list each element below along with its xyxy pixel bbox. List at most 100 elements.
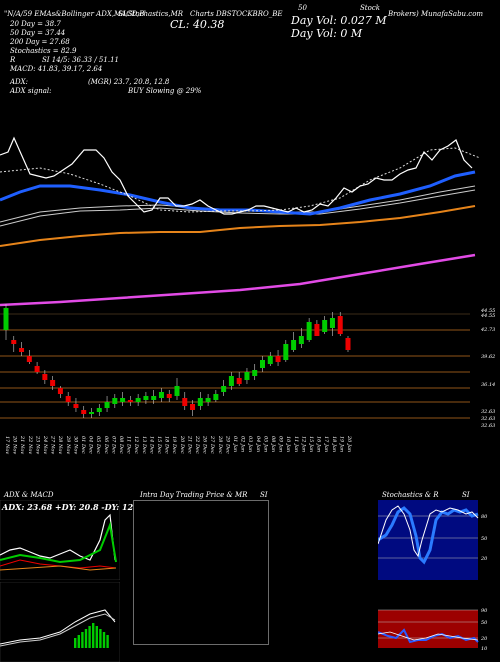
date-label: 08 Jan [270, 436, 276, 452]
candle-body [267, 356, 273, 364]
day-volume-2: Day Vol: 0 M [291, 27, 362, 40]
candle-body [127, 400, 133, 402]
candle-body [89, 412, 94, 414]
macd-label: MACD: 41.83, 39.17, 2.64 [10, 65, 103, 73]
date-label: 09 Jan [278, 436, 284, 452]
date-label: 23 Nov [34, 435, 40, 454]
stoch-tick: 80 [481, 514, 488, 520]
macd-bar [106, 635, 109, 648]
date-label: 11 Dec [126, 436, 132, 454]
date-axis: 17 Nov 20 Nov 21 Nov 22 Nov 23 Nov 24 Nov 27 N… [4, 435, 352, 454]
ema-white-dotted-line [0, 147, 481, 213]
date-label: 20 Jan [346, 435, 352, 452]
date-label: 28 Nov [57, 435, 63, 454]
candle-body [104, 402, 110, 408]
si-panel: 90 50 20 10 [378, 582, 488, 662]
price-tick: 42.73 [480, 327, 495, 333]
close-value: 40.38 [192, 18, 225, 31]
candle-body [11, 340, 17, 344]
macd-bar [95, 626, 98, 648]
ema50-label: 50 Day = 37.44 [10, 29, 66, 37]
stoch-tick: 20 [480, 556, 488, 562]
macd-bar [74, 638, 77, 648]
candle-body [174, 386, 180, 396]
candle-body [26, 356, 32, 362]
candle-body [329, 318, 335, 328]
date-label: 12 Dec [133, 436, 139, 454]
day-vol2-value: 0 [340, 27, 348, 40]
date-label: 27 Nov [50, 435, 56, 454]
si-tick: 20 [480, 636, 488, 642]
si-tick: 90 [481, 608, 488, 614]
date-label: 22 Dec [194, 435, 200, 454]
candle-body [221, 386, 227, 392]
intraday-si-label: SI [260, 491, 268, 499]
candle-body [120, 398, 126, 402]
candle-body [57, 388, 63, 394]
date-label: 20 Dec [179, 435, 185, 454]
candle-body [151, 396, 157, 400]
header-right-brand: Brokers) MunafaSabu.com [388, 10, 484, 18]
candle-body [50, 380, 56, 386]
candle-body [291, 340, 297, 350]
macd-histogram [74, 623, 109, 648]
macd-bar [84, 629, 88, 648]
candle-body [213, 394, 219, 400]
candle-body [244, 372, 250, 380]
candle-body [314, 324, 320, 336]
si-label: SI 14/5: 36.33 / 51.11 [42, 56, 119, 64]
candle-body [205, 398, 211, 402]
candle-body [275, 356, 281, 362]
date-label: 01 Jan [232, 436, 238, 452]
date-label: 16 Jan [316, 436, 322, 452]
candle-body [228, 376, 234, 386]
price-tick: 44.55 [480, 313, 495, 319]
header-right-tag: Stock [360, 4, 380, 12]
candle-body [135, 398, 141, 402]
macd-bar [102, 632, 106, 648]
intraday-panel-title: Intra Day Trading Price & MR [140, 491, 248, 499]
macd-bar [92, 623, 95, 648]
candle-body [236, 378, 242, 384]
adx-values-bar: ADX: 23.68 +DY: 20.8 -DY: 12.83 [2, 502, 148, 512]
adx-values: (MGR) 23.7, 20.8, 12.8 [88, 78, 170, 86]
date-label: 26 Dec [202, 435, 208, 454]
header-mid-title: SI,Stochastics,MR [118, 10, 184, 18]
candle-body [143, 396, 149, 400]
candle-body [197, 398, 203, 406]
intraday-panel [133, 500, 269, 645]
date-label: 06 Dec [103, 436, 109, 454]
stochastics-panel: 80 50 20 [378, 500, 488, 580]
candle-body [81, 410, 87, 414]
date-label: 24 Nov [42, 435, 48, 454]
date-label: 18 Dec [164, 436, 170, 454]
price-tick: 32.63 [481, 409, 495, 415]
candle-body [42, 374, 48, 380]
date-label: 03 Jan [247, 436, 253, 452]
day-vol-value: 0.027 [340, 14, 372, 27]
date-label: 22 Nov [27, 435, 33, 454]
ema-orange-line [0, 205, 476, 247]
candle-body [166, 394, 172, 398]
date-label: 17 Jan [323, 436, 329, 452]
date-label: 15 Jan [308, 436, 314, 452]
close-label: CL: [170, 18, 190, 31]
adx-signal-label: ADX signal: [10, 87, 52, 95]
candle-body [283, 344, 289, 360]
candle-body [96, 408, 102, 412]
candle-body [19, 348, 25, 352]
day-vol-label: Day Vol: [291, 14, 337, 27]
adx-panel-title: ADX & MACD [4, 491, 54, 499]
candle-body [337, 316, 343, 334]
adx-macd-panel [0, 500, 120, 580]
si-tick: 50 [481, 620, 488, 626]
stoch-tick: 50 [481, 536, 488, 542]
date-label: 05 Jan [262, 436, 268, 452]
date-label: 07 Dec [110, 436, 116, 454]
price-tick: 32.63 [481, 416, 495, 422]
date-label: 21 Nov [19, 435, 25, 454]
date-label: 13 Dec [141, 436, 147, 454]
candle-body [73, 404, 79, 408]
date-label: 19 Dec [171, 436, 177, 454]
date-label: 21 Dec [186, 435, 192, 454]
